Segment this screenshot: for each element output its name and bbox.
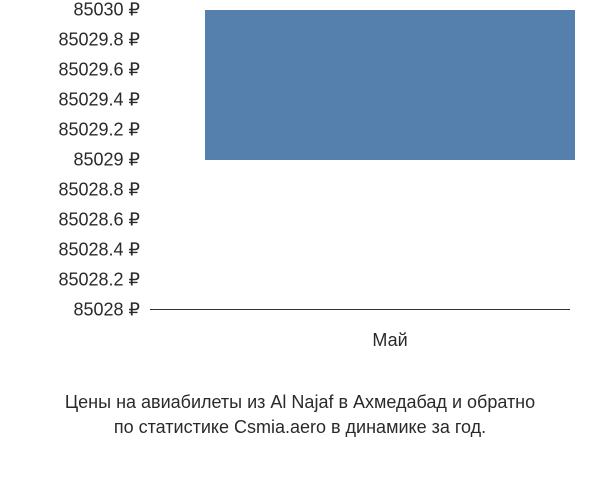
chart-container: 85030 ₽ 85029.8 ₽ 85029.6 ₽ 85029.4 ₽ 85029.… — [0, 0, 600, 370]
x-label: Май — [372, 330, 407, 351]
chart-caption: Цены на авиабилеты из Al Najaf в Ахмедаб… — [0, 390, 600, 440]
y-tick: 85029.8 ₽ — [58, 30, 140, 51]
y-tick: 85029.2 ₽ — [58, 120, 140, 141]
y-tick: 85029.6 ₽ — [58, 60, 140, 81]
caption-line-2: по статистике Csmia.aero в динамике за г… — [20, 415, 580, 440]
y-tick: 85029 ₽ — [73, 150, 140, 171]
plot-area: Май — [150, 10, 570, 310]
y-tick: 85029.4 ₽ — [58, 90, 140, 111]
y-tick: 85028.6 ₽ — [58, 210, 140, 231]
bar — [205, 10, 575, 160]
caption-line-1: Цены на авиабилеты из Al Najaf в Ахмедаб… — [20, 390, 580, 415]
y-tick: 85028.2 ₽ — [58, 270, 140, 291]
y-tick: 85030 ₽ — [73, 0, 140, 21]
y-tick: 85028.8 ₽ — [58, 180, 140, 201]
y-tick: 85028.4 ₽ — [58, 240, 140, 261]
y-tick: 85028 ₽ — [73, 300, 140, 321]
